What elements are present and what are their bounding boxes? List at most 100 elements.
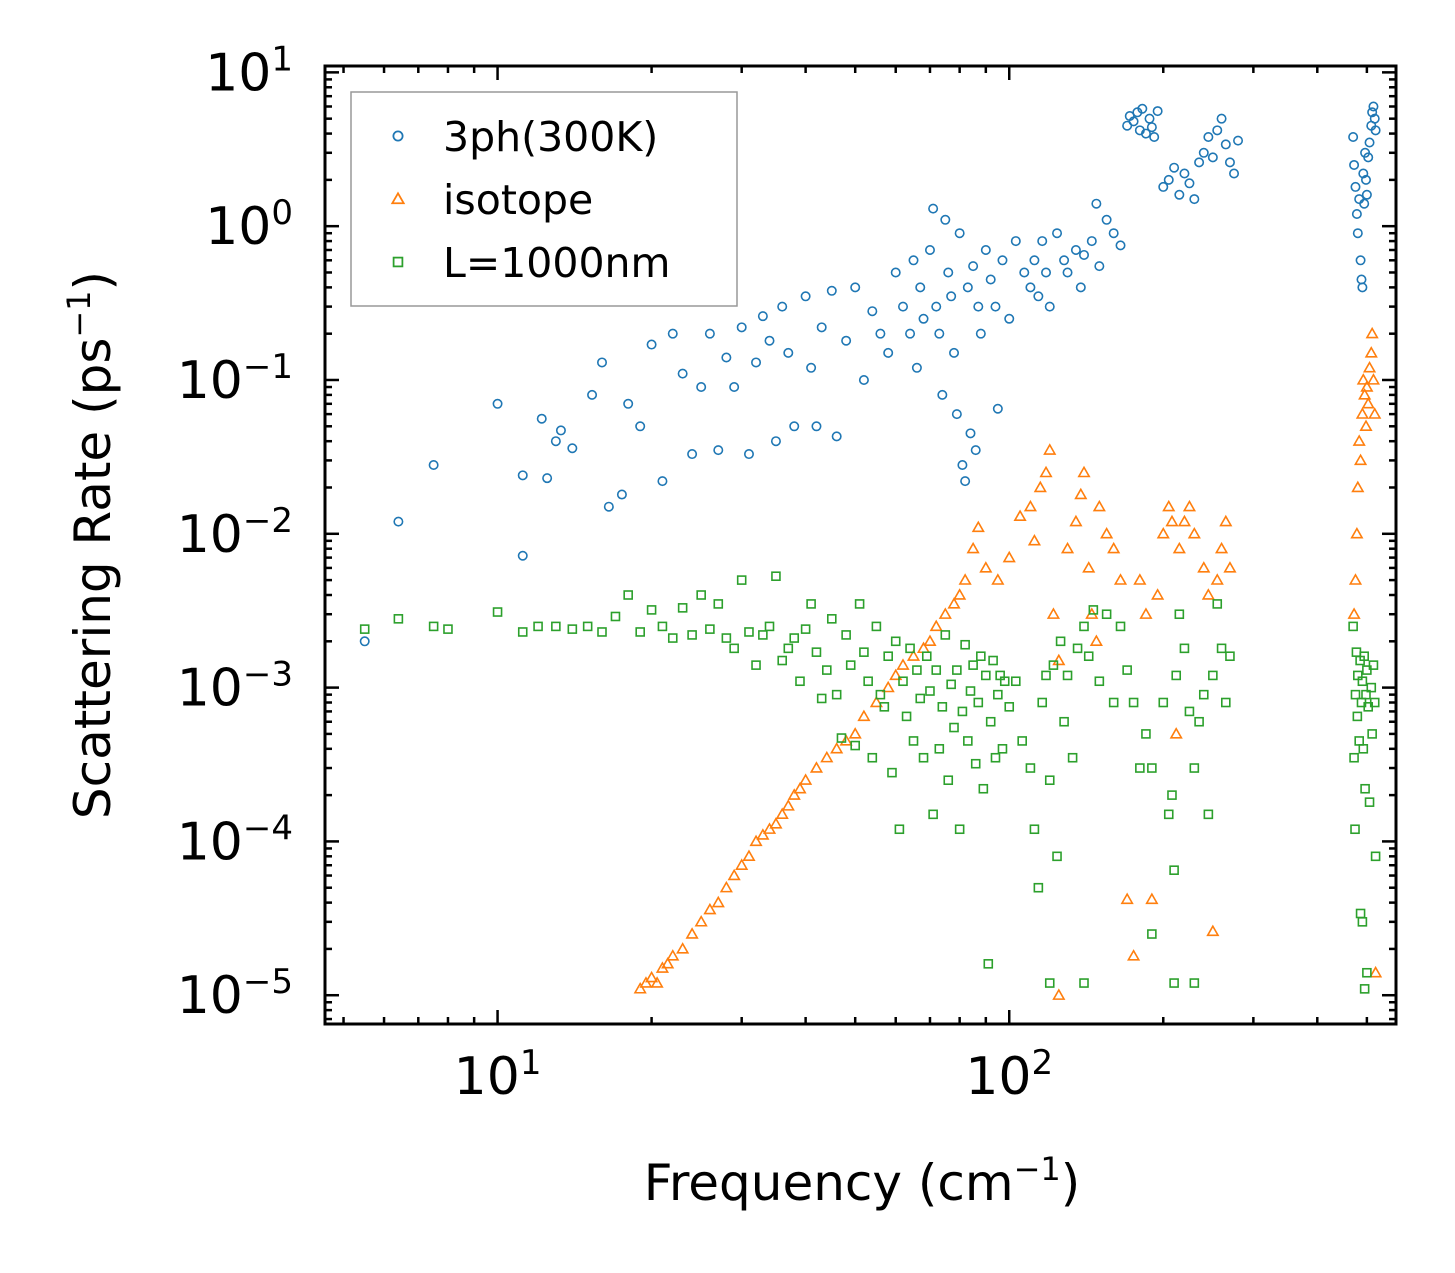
data-point: [890, 636, 901, 647]
data-point: [811, 647, 822, 657]
data-point: [657, 476, 668, 487]
data-point: [1349, 752, 1359, 763]
data-point: [879, 702, 890, 712]
data-point: [1070, 245, 1081, 256]
data-point: [937, 389, 948, 400]
data-point: [783, 643, 794, 654]
data-point: [1362, 967, 1372, 978]
data-point: [1368, 407, 1382, 419]
data-point: [806, 599, 816, 609]
data-point: [551, 621, 561, 632]
data-point: [968, 660, 978, 670]
data-point: [1075, 282, 1086, 293]
data-point: [850, 740, 861, 751]
data-point: [751, 660, 761, 670]
data-point: [1364, 797, 1375, 807]
data-point: [928, 203, 939, 214]
data-point: [1357, 676, 1368, 687]
data-point: [555, 425, 566, 436]
data-point: [1033, 480, 1047, 493]
data-point: [1059, 255, 1070, 266]
data-point: [359, 636, 370, 647]
data-point: [1347, 607, 1361, 619]
data-point: [1149, 131, 1160, 142]
data-point: [667, 328, 678, 339]
data-point: [1187, 526, 1201, 539]
data-point: [1358, 168, 1369, 179]
data-point: [1092, 499, 1106, 512]
series-3: [359, 571, 1381, 994]
data-point: [988, 655, 998, 666]
legend-label: isotope: [443, 176, 593, 224]
data-point: [1364, 137, 1375, 148]
data-point: [970, 445, 981, 456]
data-point: [1107, 541, 1121, 554]
data-point: [1194, 716, 1204, 727]
data-point: [1089, 634, 1103, 647]
data-point: [952, 665, 962, 675]
data-point: [1079, 249, 1090, 260]
data-point: [1133, 573, 1147, 585]
data-point: [831, 689, 842, 700]
data-point: [1212, 599, 1223, 609]
data-point: [587, 389, 598, 400]
data-point: [965, 428, 976, 439]
data-point: [1369, 113, 1380, 124]
legend: 3ph(300K) isotope L=1000nm: [350, 91, 738, 307]
data-point: [1079, 621, 1089, 632]
data-point: [703, 902, 717, 915]
data-point: [1212, 125, 1223, 136]
data-point: [1145, 892, 1159, 905]
y-tick-label: 10−2: [177, 501, 293, 565]
data-point: [993, 689, 1003, 700]
data-point: [635, 421, 646, 432]
data-point: [1216, 113, 1227, 124]
data-point: [1370, 125, 1381, 136]
data-point: [934, 744, 945, 754]
data-point: [992, 403, 1003, 414]
data-point: [1169, 727, 1183, 739]
data-point: [971, 520, 985, 533]
data-point: [428, 460, 439, 471]
data-point: [949, 347, 960, 358]
data-point: [610, 611, 621, 622]
data-point: [1189, 194, 1200, 205]
data-point: [985, 274, 996, 285]
data-point: [1083, 651, 1094, 662]
data-point: [999, 676, 1010, 687]
data-point: [729, 382, 740, 393]
data-point: [1189, 763, 1200, 773]
data-point: [954, 824, 965, 835]
data-point: [1219, 514, 1233, 527]
data-point: [1350, 689, 1361, 700]
data-point: [963, 736, 973, 746]
data-point: [1352, 434, 1366, 446]
data-point: [890, 267, 901, 278]
data-point: [806, 362, 817, 373]
data-point: [863, 676, 873, 687]
x-tick-label: 101: [454, 1043, 542, 1107]
data-point: [800, 624, 811, 634]
data-point: [854, 599, 865, 609]
data-point: [1189, 978, 1200, 988]
data-point: [940, 630, 951, 640]
data-point: [1060, 541, 1075, 554]
data-point: [839, 734, 853, 746]
data-point: [1348, 621, 1358, 632]
data-point: [1355, 255, 1366, 266]
data-point: [924, 245, 935, 256]
data-point: [1366, 373, 1381, 385]
data-point: [931, 665, 942, 675]
data-point: [1197, 561, 1211, 573]
series-2: [633, 326, 1383, 1000]
data-point: [729, 643, 739, 654]
data-point: [428, 621, 439, 632]
data-point: [850, 282, 861, 293]
data-point: [875, 689, 886, 700]
data-point: [1359, 651, 1370, 662]
data-point: [1365, 326, 1379, 339]
data-point: [1072, 643, 1083, 654]
data-point: [928, 809, 938, 820]
data-point: [1147, 929, 1157, 939]
data-point: [1033, 291, 1044, 302]
